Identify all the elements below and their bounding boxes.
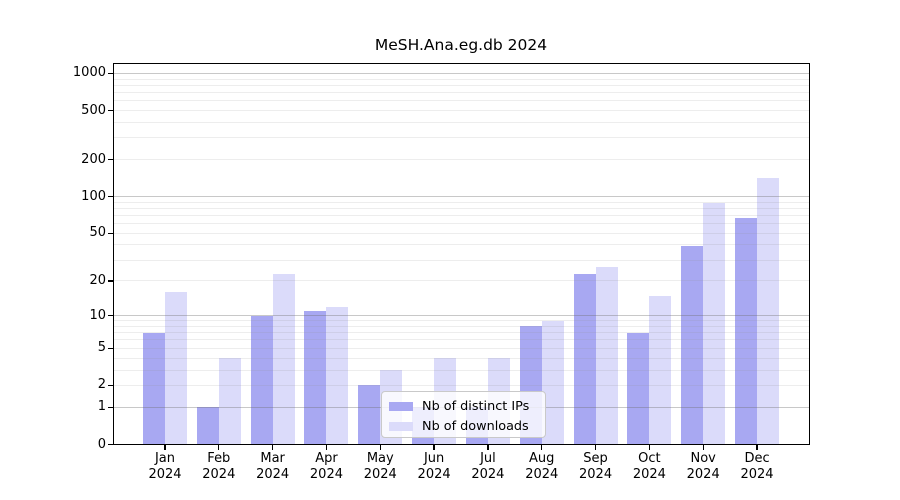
y-tick-label-10: 10 bbox=[89, 307, 106, 323]
gridline-minor-800 bbox=[114, 84, 809, 86]
y-tick-label-20: 20 bbox=[89, 272, 106, 288]
x-tick-label-sep: Sep 2024 bbox=[579, 451, 613, 482]
x-tick-nov bbox=[702, 444, 704, 450]
gridline-minor-700 bbox=[114, 91, 809, 93]
x-tick-label-aug: Aug 2024 bbox=[525, 451, 559, 482]
bar-distinct-ips-nov bbox=[681, 246, 704, 444]
x-tick-label-oct: Oct 2024 bbox=[632, 451, 666, 482]
y-tick-label-200: 200 bbox=[81, 151, 106, 167]
bar-downloads-apr bbox=[326, 306, 349, 444]
y-tick-500 bbox=[108, 109, 114, 112]
y-tick-20 bbox=[108, 280, 114, 282]
x-tick-label-mar: Mar 2024 bbox=[256, 451, 290, 482]
y-tick-2 bbox=[108, 384, 114, 387]
y-tick-label-5: 5 bbox=[97, 340, 106, 356]
legend-swatch-downloads bbox=[389, 421, 413, 431]
x-tick-label-feb: Feb 2024 bbox=[202, 451, 236, 482]
y-tick-10 bbox=[108, 315, 114, 317]
bar-distinct-ips-jan bbox=[143, 332, 165, 444]
x-tick-feb bbox=[218, 444, 220, 450]
y-tick-label-2: 2 bbox=[97, 377, 106, 393]
x-tick-jul bbox=[487, 444, 489, 450]
gridline-minor-900 bbox=[114, 78, 809, 80]
bar-downloads-mar bbox=[272, 273, 295, 444]
x-tick-label-may: May 2024 bbox=[363, 451, 397, 482]
bar-downloads-jan bbox=[165, 292, 187, 444]
y-tick-50 bbox=[108, 232, 114, 234]
bar-distinct-ips-mar bbox=[250, 315, 273, 444]
bar-downloads-feb bbox=[218, 358, 241, 444]
legend-label-downloads: Nb of downloads bbox=[422, 418, 529, 434]
legend-item-downloads: Nb of downloads bbox=[389, 416, 539, 436]
bar-downloads-nov bbox=[703, 203, 726, 444]
x-tick-dec bbox=[756, 444, 758, 450]
y-tick-200 bbox=[108, 158, 114, 161]
x-tick-apr bbox=[325, 444, 328, 450]
y-tick-label-1: 1 bbox=[97, 399, 106, 415]
y-tick-label-50: 50 bbox=[89, 225, 106, 241]
x-tick-label-jul: Jul 2024 bbox=[471, 451, 505, 482]
gridline-minor-400 bbox=[114, 121, 809, 123]
legend: Nb of distinct IPs Nb of downloads bbox=[381, 391, 546, 438]
bar-distinct-ips-apr bbox=[304, 311, 327, 444]
bar-distinct-ips-oct bbox=[627, 332, 650, 444]
x-tick-aug bbox=[541, 444, 543, 450]
bar-distinct-ips-dec bbox=[735, 217, 758, 444]
y-tick-label-100: 100 bbox=[81, 188, 106, 204]
x-tick-jan bbox=[164, 444, 166, 450]
x-tick-label-jun: Jun 2024 bbox=[417, 451, 451, 482]
gridline-minor-300 bbox=[114, 137, 809, 139]
legend-item-distinct-ips: Nb of distinct IPs bbox=[389, 396, 539, 416]
y-tick-0 bbox=[108, 443, 114, 446]
y-tick-label-1000: 1000 bbox=[72, 65, 106, 81]
bar-distinct-ips-sep bbox=[573, 273, 596, 444]
bar-distinct-ips-feb bbox=[196, 407, 219, 444]
bar-distinct-ips-may bbox=[358, 385, 381, 444]
gridline-minor-600 bbox=[114, 100, 809, 102]
bar-downloads-oct bbox=[649, 295, 672, 444]
y-tick-label-500: 500 bbox=[81, 102, 106, 118]
x-tick-mar bbox=[271, 444, 274, 450]
x-tick-label-dec: Dec 2024 bbox=[740, 451, 774, 482]
y-tick-label-0: 0 bbox=[97, 436, 106, 452]
y-tick-1000 bbox=[108, 72, 114, 74]
bar-downloads-sep bbox=[595, 267, 618, 444]
chart-title: MeSH.Ana.eg.db 2024 bbox=[374, 36, 548, 54]
legend-label-distinct-ips: Nb of distinct IPs bbox=[422, 398, 530, 414]
x-tick-oct bbox=[648, 444, 651, 450]
legend-swatch-distinct-ips bbox=[389, 401, 413, 411]
y-tick-5 bbox=[108, 347, 114, 349]
gridline-minor-500 bbox=[114, 110, 809, 112]
x-tick-label-nov: Nov 2024 bbox=[686, 451, 720, 482]
bar-downloads-aug bbox=[541, 320, 564, 444]
x-tick-sep bbox=[594, 444, 597, 450]
gridline-major-1000 bbox=[114, 72, 809, 74]
gridline-major-100 bbox=[114, 195, 809, 198]
gridline-minor-200 bbox=[114, 159, 809, 161]
y-tick-100 bbox=[108, 195, 114, 198]
y-tick-1 bbox=[108, 406, 114, 408]
x-tick-may bbox=[379, 444, 381, 450]
x-tick-label-apr: Apr 2024 bbox=[309, 451, 343, 482]
x-tick-label-jan: Jan 2024 bbox=[148, 451, 182, 482]
bar-downloads-dec bbox=[757, 177, 780, 444]
x-tick-jun bbox=[433, 444, 435, 450]
